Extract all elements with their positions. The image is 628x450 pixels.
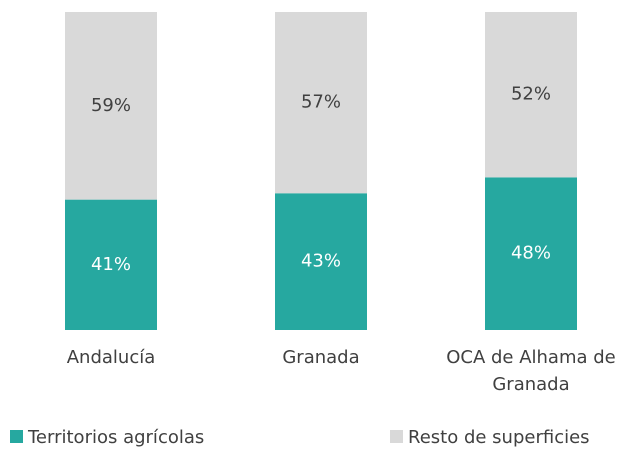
value-label: 57%	[301, 92, 341, 113]
bar-segment	[65, 199, 157, 330]
category-label: OCA de Alhama de Granada	[446, 347, 616, 395]
bar-segment	[65, 12, 157, 200]
legend-label: Resto de superficies	[408, 427, 590, 448]
legend-swatch	[10, 430, 23, 443]
legend-swatch	[390, 430, 403, 443]
value-label: 41%	[91, 254, 131, 275]
value-label: 52%	[511, 84, 551, 105]
bar-segment	[275, 193, 367, 330]
legend-label: Territorios agrícolas	[27, 427, 204, 448]
bar-segment	[485, 177, 577, 330]
value-label: 59%	[91, 95, 131, 116]
category-label: Andalucía	[66, 347, 156, 368]
bar-segment	[275, 12, 367, 194]
category-label: Granada	[282, 347, 360, 368]
bar-segment	[485, 12, 577, 178]
value-label: 43%	[301, 251, 341, 272]
value-label: 48%	[511, 243, 551, 264]
